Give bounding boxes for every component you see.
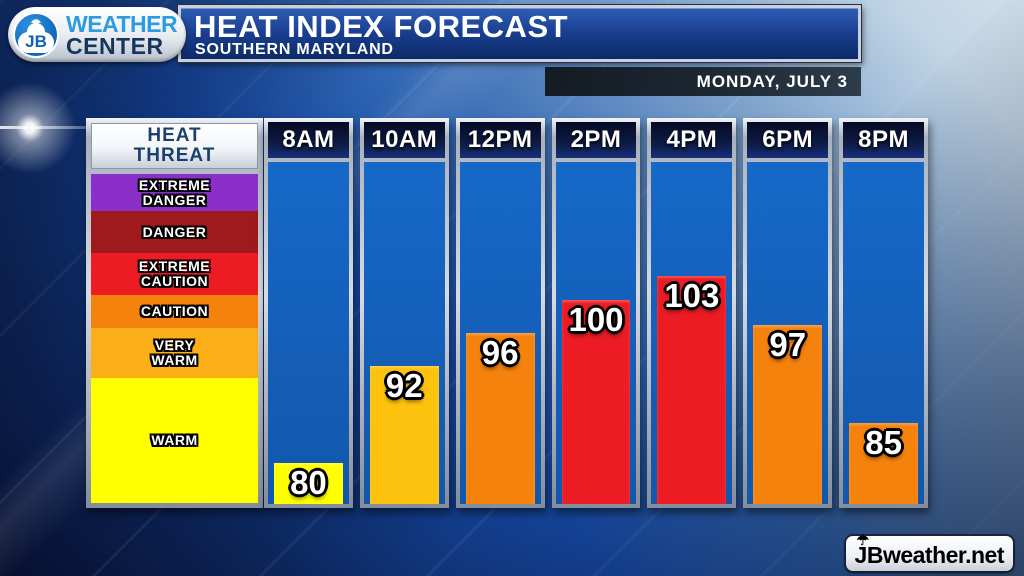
forecast-column-12pm: 12PM 96	[455, 118, 545, 508]
heat-index-bar: 103	[657, 276, 727, 504]
heat-index-value: 97	[769, 325, 807, 363]
heat-index-value: 80	[290, 464, 327, 502]
forecast-column-2pm: 2PM 100	[551, 118, 641, 508]
station-logo-circle: ☂ JB	[13, 11, 59, 58]
forecast-column-8pm: 8PM 85	[839, 118, 929, 508]
heat-index-value: 92	[385, 366, 423, 404]
legend-band-label: CAUTION	[140, 272, 209, 289]
column-plot-area: 85	[843, 162, 925, 504]
legend-band-label: EXTREME	[138, 257, 211, 274]
forecast-column-10am: 10AM 92	[359, 118, 449, 508]
heat-index-bar: 92	[369, 365, 439, 504]
legend-band-label: WARM	[151, 432, 198, 449]
legend-band-label: WARM	[151, 352, 198, 369]
legend-band-danger: DANGER	[91, 211, 258, 254]
station-name-line1: WEATHER	[66, 10, 178, 37]
cloud-icon	[18, 22, 54, 53]
time-label: 2PM	[555, 122, 637, 158]
station-logo: ☂ JB WEATHER CENTER	[8, 7, 186, 62]
umbrella-icon: ☂	[856, 532, 870, 548]
column-plot-area: 92	[363, 162, 445, 504]
column-plot-area: 80	[268, 162, 349, 504]
forecast-column-6pm: 6PM 97	[743, 118, 833, 508]
heat-index-value: 103	[664, 277, 720, 314]
lens-flare-streak	[0, 126, 130, 129]
legend-title-line1: HEAT	[147, 125, 202, 146]
heat-index-value: 85	[865, 423, 902, 461]
legend-band-label: EXTREME	[138, 176, 211, 193]
heat-index-bar: 100	[561, 300, 631, 504]
time-label: 12PM	[459, 122, 541, 158]
legend-bands: EXTREME DANGER DANGER EXTREME CAUTION CAUTION…	[91, 174, 258, 503]
time-label: 8AM	[268, 122, 349, 158]
column-plot-area: 100	[555, 162, 637, 504]
heat-index-bar: 80	[274, 463, 343, 504]
watermark-badge: ☂ JBweather.net	[845, 533, 1013, 571]
legend-band-label: VERY	[154, 337, 195, 354]
date-banner: MONDAY, JULY 3	[545, 67, 861, 96]
heat-index-value: 100	[568, 301, 624, 339]
page-title: HEAT INDEX FORECAST	[194, 9, 569, 44]
legend-band-label: CAUTION	[140, 302, 209, 319]
column-plot-area: 96	[459, 162, 541, 504]
column-plot-area: 103	[651, 162, 733, 504]
heat-index-bar: 85	[849, 422, 919, 504]
station-name: WEATHER CENTER	[66, 10, 178, 59]
heat-index-bar: 97	[753, 324, 823, 504]
legend-band-label: DANGER	[142, 223, 207, 240]
time-label: 6PM	[747, 122, 829, 158]
station-name-line2: CENTER	[66, 32, 164, 59]
legend-band-caution: CAUTION	[91, 294, 258, 329]
watermark-url: JBweather.net	[854, 542, 1005, 568]
legend-title-line2: THREAT	[133, 145, 216, 166]
heat-index-bar: 96	[465, 333, 535, 504]
time-label: 4PM	[651, 122, 733, 158]
forecast-column-4pm: 4PM 103	[647, 118, 737, 508]
forecast-columns: 8AM 80 10AM 92 12PM 96 2PM 100 4PM 103 6PM 97 8PM 85	[264, 118, 929, 508]
watermark-text: ☂ JBweather.net	[854, 533, 1005, 571]
station-monogram: JB	[25, 31, 47, 51]
legend-band-warm: WARM	[91, 378, 258, 503]
legend-band-very-warm: VERY WARM	[91, 328, 258, 379]
title-banner: HEAT INDEX FORECAST SOUTHERN MARYLAND	[178, 5, 861, 62]
time-label: 10AM	[363, 122, 445, 158]
forecast-column-8am: 8AM 80	[264, 118, 353, 508]
time-label: 8PM	[843, 122, 925, 158]
column-plot-area: 97	[747, 162, 829, 504]
heat-index-value: 96	[481, 334, 519, 371]
legend-band-label: DANGER	[142, 191, 207, 208]
legend-band-extreme-caution: EXTREME CAUTION	[91, 253, 258, 295]
legend-title: HEAT THREAT	[91, 123, 258, 169]
umbrella-icon: ☂	[30, 15, 42, 31]
page-subtitle: SOUTHERN MARYLAND	[195, 41, 394, 58]
heat-threat-legend: HEAT THREAT EXTREME DANGER DANGER EXTREME CA…	[86, 118, 263, 508]
legend-band-extreme-danger: EXTREME DANGER	[91, 174, 258, 212]
